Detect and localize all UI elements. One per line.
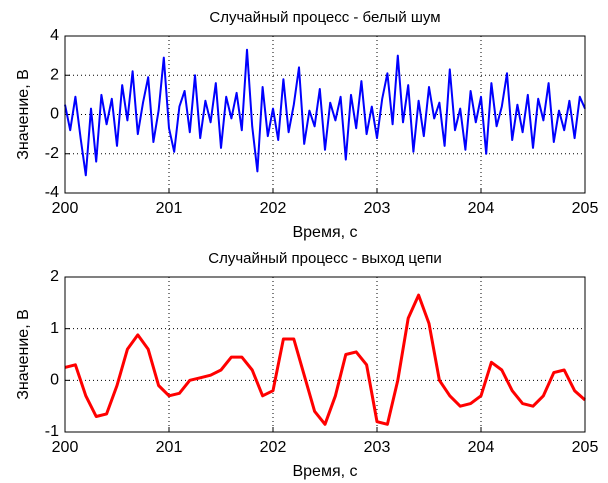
x-tick-label: 202: [260, 439, 287, 456]
data-line: [64, 293, 586, 426]
x-tick-label: 204: [468, 439, 495, 456]
x-tick-label: 200: [52, 200, 79, 217]
x-tick-label: 202: [260, 200, 287, 217]
y-tick-label: -4: [45, 184, 59, 201]
y-tick-label: -1: [45, 423, 59, 440]
y-tick-label: 1: [50, 320, 59, 337]
y-tick-label: 4: [50, 27, 59, 44]
x-tick-label: 205: [572, 200, 599, 217]
y-tick-label: 2: [50, 268, 59, 285]
y-axis-label: Значение, В: [15, 69, 32, 160]
x-tick-label: 204: [468, 200, 495, 217]
x-tick-label: 201: [156, 439, 183, 456]
chart-title: Случайный процесс - белый шум: [209, 9, 440, 26]
x-tick-label: 203: [364, 439, 391, 456]
x-tick-label: 200: [52, 439, 79, 456]
plot-frame: [64, 35, 586, 194]
y-tick-label: 0: [50, 372, 59, 389]
data-line: [64, 48, 586, 177]
x-axis-label: Время, с: [292, 224, 357, 241]
x-axis-label: Время, с: [292, 463, 357, 480]
plot-area: [64, 276, 586, 433]
plot-frame: [64, 276, 586, 433]
y-tick-label: 0: [50, 106, 59, 123]
x-tick-label: 205: [572, 439, 599, 456]
y-tick-label: -2: [45, 145, 59, 162]
x-tick-label: 201: [156, 200, 183, 217]
chart-title: Случайный процесс - выход цепи: [208, 250, 441, 267]
x-tick-label: 203: [364, 200, 391, 217]
y-axis-label: Значение, В: [15, 309, 32, 400]
y-tick-label: 2: [50, 66, 59, 83]
